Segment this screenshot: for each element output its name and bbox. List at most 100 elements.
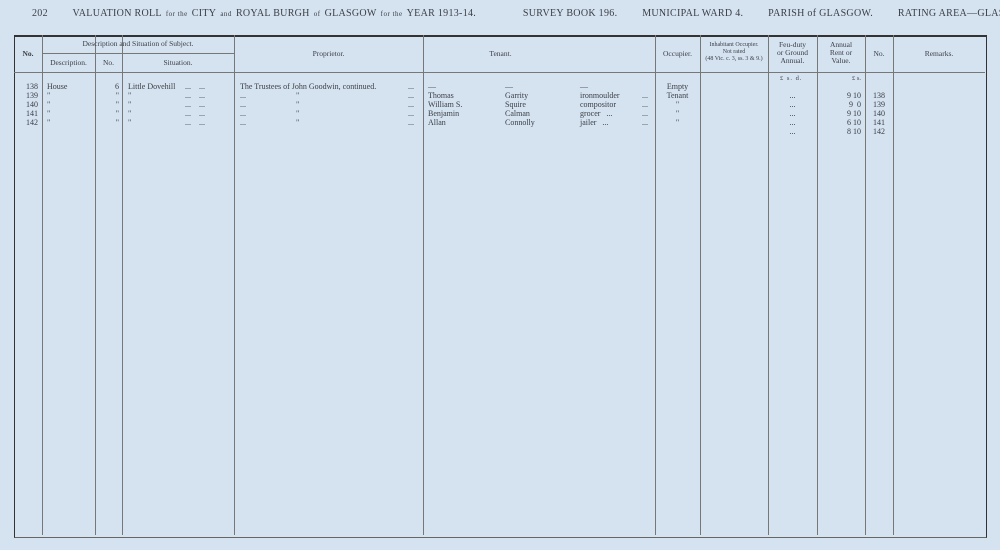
cell-description: House	[47, 82, 68, 91]
cell-no: 140	[26, 100, 38, 109]
cell-proprietor: ... "	[240, 91, 300, 100]
header-feu-duty: Feu-duty or Ground Annual.	[776, 40, 809, 65]
header-proprietor: Proprietor.	[312, 49, 345, 58]
cell-sit-dots: ... ...	[185, 100, 205, 109]
column-rule	[423, 35, 424, 535]
cell-description: "	[47, 118, 51, 127]
cell-situation: "	[128, 91, 132, 100]
cell-ten-dots: ...	[642, 100, 648, 109]
cell-ten-dots: ...	[642, 91, 648, 100]
cell-occupier: Empty	[666, 82, 689, 91]
column-rule	[122, 35, 123, 535]
cell-feu: ...	[789, 127, 796, 136]
cell-occupation: ironmoulder	[580, 91, 620, 100]
cell-occupation: jailer ...	[580, 118, 609, 127]
column-rule	[42, 35, 43, 535]
parish: PARISH of GLASGOW.	[768, 8, 874, 19]
cell-feu: ...	[789, 100, 796, 109]
cell-occupier: "	[675, 118, 680, 127]
header-description-group: Description and Situation of Subject.	[82, 39, 194, 48]
column-rule	[768, 35, 769, 535]
cell-surname: Squire	[505, 100, 526, 109]
header-occupier: Occupier.	[663, 49, 692, 58]
column-rule	[234, 35, 235, 535]
cell-occupation: compositor	[580, 100, 616, 109]
cell-surname: Calman	[505, 109, 530, 118]
cell-proprietor: ... "	[240, 118, 300, 127]
cell-ten-dots: ...	[642, 109, 648, 118]
cell-no-right: 139	[873, 100, 885, 109]
cell-no: 139	[26, 91, 38, 100]
cell-feu: ...	[789, 91, 796, 100]
cell-first: William S.	[428, 100, 463, 109]
cell-no-right: 140	[873, 109, 885, 118]
cell-first: Thomas	[428, 91, 454, 100]
cell-prop-dots: ...	[408, 100, 414, 109]
cell-description: "	[47, 109, 51, 118]
cell-occupier: "	[675, 100, 680, 109]
cell-no: 141	[26, 109, 38, 118]
header-remarks: Remarks.	[924, 49, 954, 58]
cell-rent: 9 10	[847, 109, 861, 118]
header-inhabitant: Inhabitant Occupier. Not rated (48 Vic. c.…	[705, 42, 763, 62]
cell-proprietor: ... "	[240, 100, 300, 109]
cell-prop-dots: ...	[408, 91, 414, 100]
roll-title: VALUATION ROLL for the CITY and ROYAL BURGH o…	[72, 8, 477, 19]
cell-occupation: —	[580, 82, 588, 91]
cell-no: 138	[26, 82, 38, 91]
cell-first: —	[428, 82, 436, 91]
cell-no-right: 138	[873, 91, 885, 100]
cell-prop-dots: ...	[408, 109, 414, 118]
cell-situation: "	[128, 100, 132, 109]
cell-surname: Garrity	[505, 91, 529, 100]
row-rule	[42, 53, 234, 54]
cell-house-no: "	[115, 118, 119, 127]
survey-book: SURVEY BOOK 196.	[522, 8, 618, 19]
column-rule	[893, 35, 894, 535]
cell-no-right: 141	[873, 118, 885, 127]
cell-surname: —	[505, 82, 513, 91]
cell-description: "	[47, 91, 51, 100]
cell-occupier: "	[675, 109, 680, 118]
cell-ten-dots: ...	[642, 118, 648, 127]
header-no-right: No.	[873, 49, 885, 58]
cell-rent: 8 10	[847, 127, 861, 136]
cell-rent: 9 0	[849, 100, 861, 109]
rating-area: RATING AREA—GLASGOW.	[897, 8, 1000, 19]
cell-feu: ...	[789, 118, 796, 127]
column-rule	[655, 35, 656, 535]
header-situation: Situation.	[163, 58, 193, 67]
column-rule	[95, 35, 96, 535]
table-frame	[14, 35, 987, 538]
cell-situation: "	[128, 109, 132, 118]
cell-house-no: "	[115, 100, 119, 109]
cell-house-no: 6	[115, 82, 119, 91]
header-description: Description.	[50, 58, 87, 67]
header-no: No.	[22, 49, 34, 58]
cell-situation: "	[128, 118, 132, 127]
column-rule	[865, 35, 866, 535]
cell-sit-dots: ... ...	[185, 109, 205, 118]
cell-situation: Little Dovehill	[128, 82, 176, 91]
header-tenant: Tenant.	[489, 49, 512, 58]
rent-units: £ s.	[851, 75, 861, 82]
row-rule	[14, 72, 985, 73]
cell-house-no: "	[115, 109, 119, 118]
cell-rent: 6 10	[847, 118, 861, 127]
column-rule	[700, 35, 701, 535]
header-annual-rent: Annual Rent or Value.	[829, 40, 853, 65]
cell-description: "	[47, 100, 51, 109]
cell-sit-dots: ... ...	[185, 82, 205, 91]
cell-house-no: "	[115, 91, 119, 100]
municipal-ward: MUNICIPAL WARD 4.	[642, 8, 744, 19]
cell-proprietor: The Trustees of John Goodwin, continued.	[240, 82, 377, 91]
cell-sit-dots: ... ...	[185, 91, 205, 100]
cell-occupier: Tenant	[666, 91, 689, 100]
header-house-no: No.	[102, 58, 115, 67]
page-header: 202 VALUATION ROLL for the CITY and ROYAL BU…	[32, 8, 1000, 19]
cell-prop-dots: ...	[408, 82, 414, 91]
cell-no: 142	[26, 118, 38, 127]
cell-surname: Connolly	[505, 118, 535, 127]
cell-first: Allan	[428, 118, 446, 127]
cell-proprietor: ... "	[240, 109, 300, 118]
